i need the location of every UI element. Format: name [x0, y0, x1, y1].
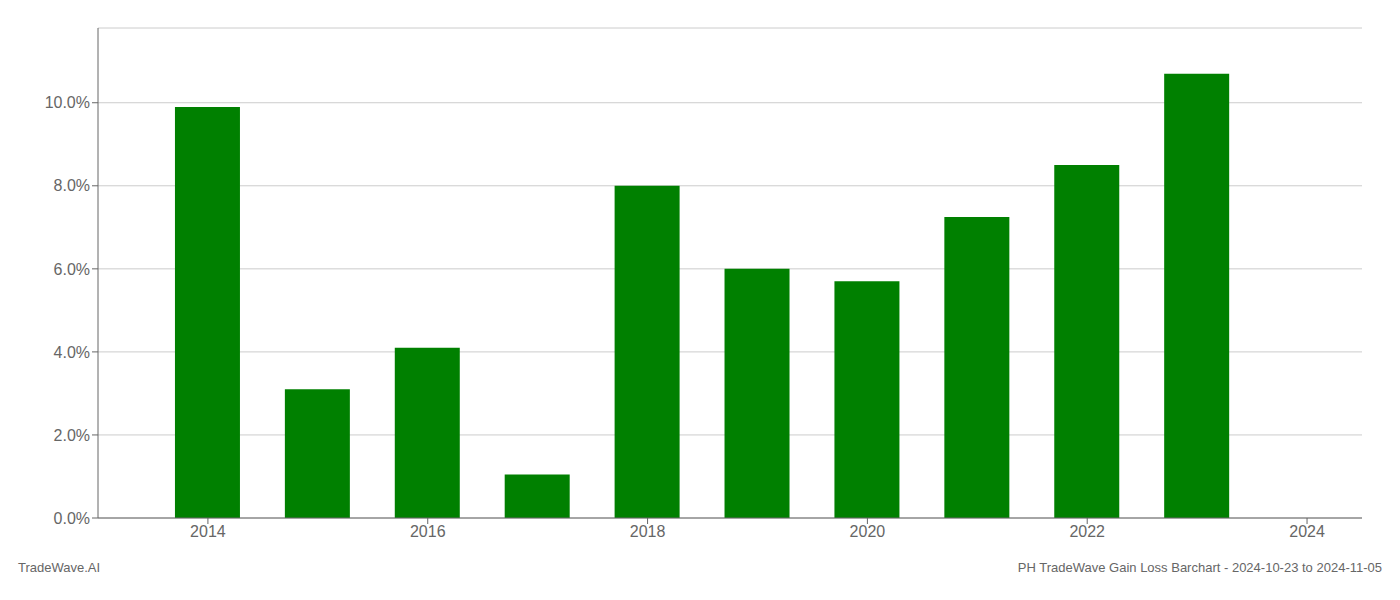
svg-text:2.0%: 2.0%: [54, 427, 90, 444]
svg-text:6.0%: 6.0%: [54, 261, 90, 278]
html-text:PH TradeWave Gain Loss Barchar: PH TradeWave Gain Loss Barchart - 2024-1…: [1017, 560, 1382, 575]
svg-text:2022: 2022: [1069, 523, 1105, 540]
svg-text:2016: 2016: [410, 523, 446, 540]
svg-text:8.0%: 8.0%: [54, 177, 90, 194]
svg-text:2014: 2014: [190, 523, 226, 540]
svg-text:10.0%: 10.0%: [45, 94, 90, 111]
svg-text:2020: 2020: [850, 523, 886, 540]
svg-text:4.0%: 4.0%: [54, 344, 90, 361]
html-text:TradeWave.AI: TradeWave.AI: [18, 560, 101, 575]
svg-text:2024: 2024: [1289, 523, 1325, 540]
svg-text:0.0%: 0.0%: [54, 510, 90, 527]
svg-text:2018: 2018: [630, 523, 666, 540]
